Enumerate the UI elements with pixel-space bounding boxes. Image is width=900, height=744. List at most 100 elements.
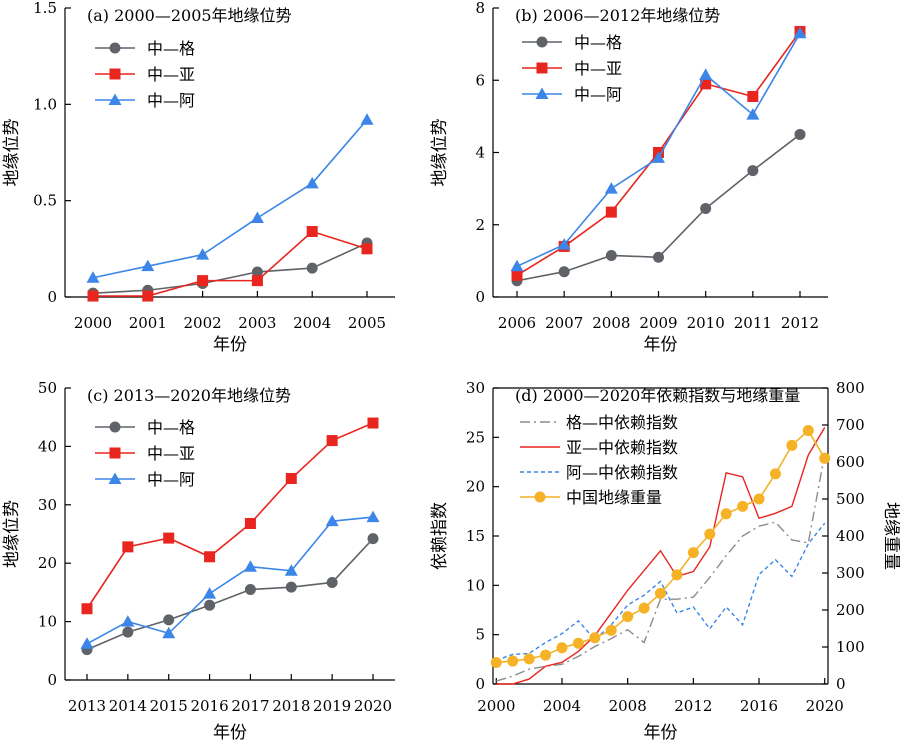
series-line-2 <box>496 427 826 685</box>
data-point <box>605 206 617 218</box>
x-tick-label: 2006 <box>498 314 536 332</box>
data-point <box>142 290 154 302</box>
legend-label: 中—格 <box>147 418 195 437</box>
data-point <box>244 583 256 595</box>
data-point <box>244 517 256 529</box>
legend-label: 中—格 <box>574 33 622 52</box>
legend-marker <box>534 491 546 503</box>
y-tick-label: 4 <box>475 144 485 162</box>
y-tick-label: 10 <box>466 576 485 594</box>
y-tick-label: 0 <box>475 288 485 306</box>
chart-title: (c) 2013—2020年地缘位势 <box>87 386 291 405</box>
data-point <box>86 271 100 283</box>
series-line-1 <box>92 242 368 294</box>
x-tick-label: 2000 <box>74 314 112 332</box>
data-point <box>243 560 257 572</box>
data-point <box>162 626 176 639</box>
data-point <box>699 68 713 80</box>
data-point <box>540 649 552 661</box>
y-right-tick-label: 400 <box>836 527 865 545</box>
legend-marker <box>536 62 548 74</box>
chart-title: (a) 2000—2005年地缘位势 <box>87 6 292 25</box>
data-point <box>361 243 373 255</box>
data-point <box>87 290 99 302</box>
y-tick-label: 0 <box>475 675 485 693</box>
series-line-2 <box>93 230 368 297</box>
data-point <box>622 611 634 623</box>
y-right-tick-label: 600 <box>836 453 865 471</box>
data-point <box>122 541 134 553</box>
data-point <box>720 508 732 520</box>
y-tick-label: 20 <box>38 554 57 572</box>
data-point <box>507 655 519 667</box>
data-point <box>511 269 523 281</box>
data-point <box>325 514 339 527</box>
data-point <box>81 603 93 615</box>
data-point <box>802 425 814 437</box>
data-point <box>605 624 617 636</box>
chart-title: (b) 2006—2012年地缘位势 <box>515 6 720 25</box>
y-right-tick-label: 800 <box>836 379 865 397</box>
x-tick-label: 2009 <box>639 314 677 332</box>
y-right-tick-label: 200 <box>836 601 865 619</box>
legend-marker <box>109 421 121 433</box>
legend-label: 亚—中依赖指数 <box>566 438 678 457</box>
legend-label: 中国地缘重量 <box>566 488 662 507</box>
y-right-tick-label: 100 <box>836 638 865 656</box>
data-point <box>704 528 716 540</box>
data-point <box>753 493 765 505</box>
x-tick-label: 2003 <box>238 314 276 332</box>
x-axis-label: 年份 <box>644 335 678 355</box>
data-point <box>122 626 134 638</box>
x-axis-label: 年份 <box>213 335 247 355</box>
data-point <box>284 564 298 576</box>
data-point <box>793 26 807 39</box>
data-point <box>141 259 155 272</box>
x-tick-label: 2016 <box>740 697 778 715</box>
y-tick-label: 20 <box>466 478 485 496</box>
x-tick-label: 2004 <box>293 314 331 332</box>
data-point <box>556 642 568 654</box>
series-line-3 <box>86 516 374 645</box>
data-point <box>557 238 571 250</box>
data-point <box>747 91 759 103</box>
x-tick-label: 2018 <box>272 697 310 715</box>
y-tick-label: 50 <box>38 379 57 397</box>
legend-label: 中—亚 <box>147 444 195 463</box>
x-tick-label: 2007 <box>545 314 583 332</box>
y-tick-label: 25 <box>466 428 485 446</box>
y-tick-label: 5 <box>475 626 485 644</box>
y-tick-label: 0.5 <box>33 192 57 210</box>
legend-marker <box>108 472 122 484</box>
data-point <box>360 113 374 125</box>
data-point <box>285 473 297 485</box>
data-point <box>700 202 712 214</box>
y-tick-label: 0 <box>47 671 57 689</box>
data-point <box>794 128 806 140</box>
y-right-tick-label: 300 <box>836 564 865 582</box>
data-point <box>306 225 318 237</box>
legend-label: 中—亚 <box>574 59 622 78</box>
data-point <box>589 632 601 644</box>
y-axis-label: 地缘位势 <box>430 119 450 187</box>
y-tick-label: 10 <box>38 613 57 631</box>
data-point <box>204 551 216 563</box>
data-point <box>204 599 216 611</box>
legend-marker <box>108 93 122 105</box>
data-point <box>121 615 135 627</box>
y-axis-label: 依赖指数 <box>430 502 450 570</box>
data-point <box>366 510 380 523</box>
x-tick-label: 2019 <box>313 697 351 715</box>
y-tick-label: 8 <box>475 0 485 17</box>
x-tick-label: 2016 <box>190 697 228 715</box>
legend-marker <box>109 447 121 459</box>
y-tick-label: 1.0 <box>33 95 57 113</box>
data-point <box>572 637 584 649</box>
data-point <box>558 266 570 278</box>
data-point <box>786 439 798 451</box>
series-line-1 <box>496 453 826 682</box>
y-tick-label: 0 <box>47 288 57 306</box>
y-tick-label: 30 <box>466 379 485 397</box>
data-point <box>163 532 175 544</box>
